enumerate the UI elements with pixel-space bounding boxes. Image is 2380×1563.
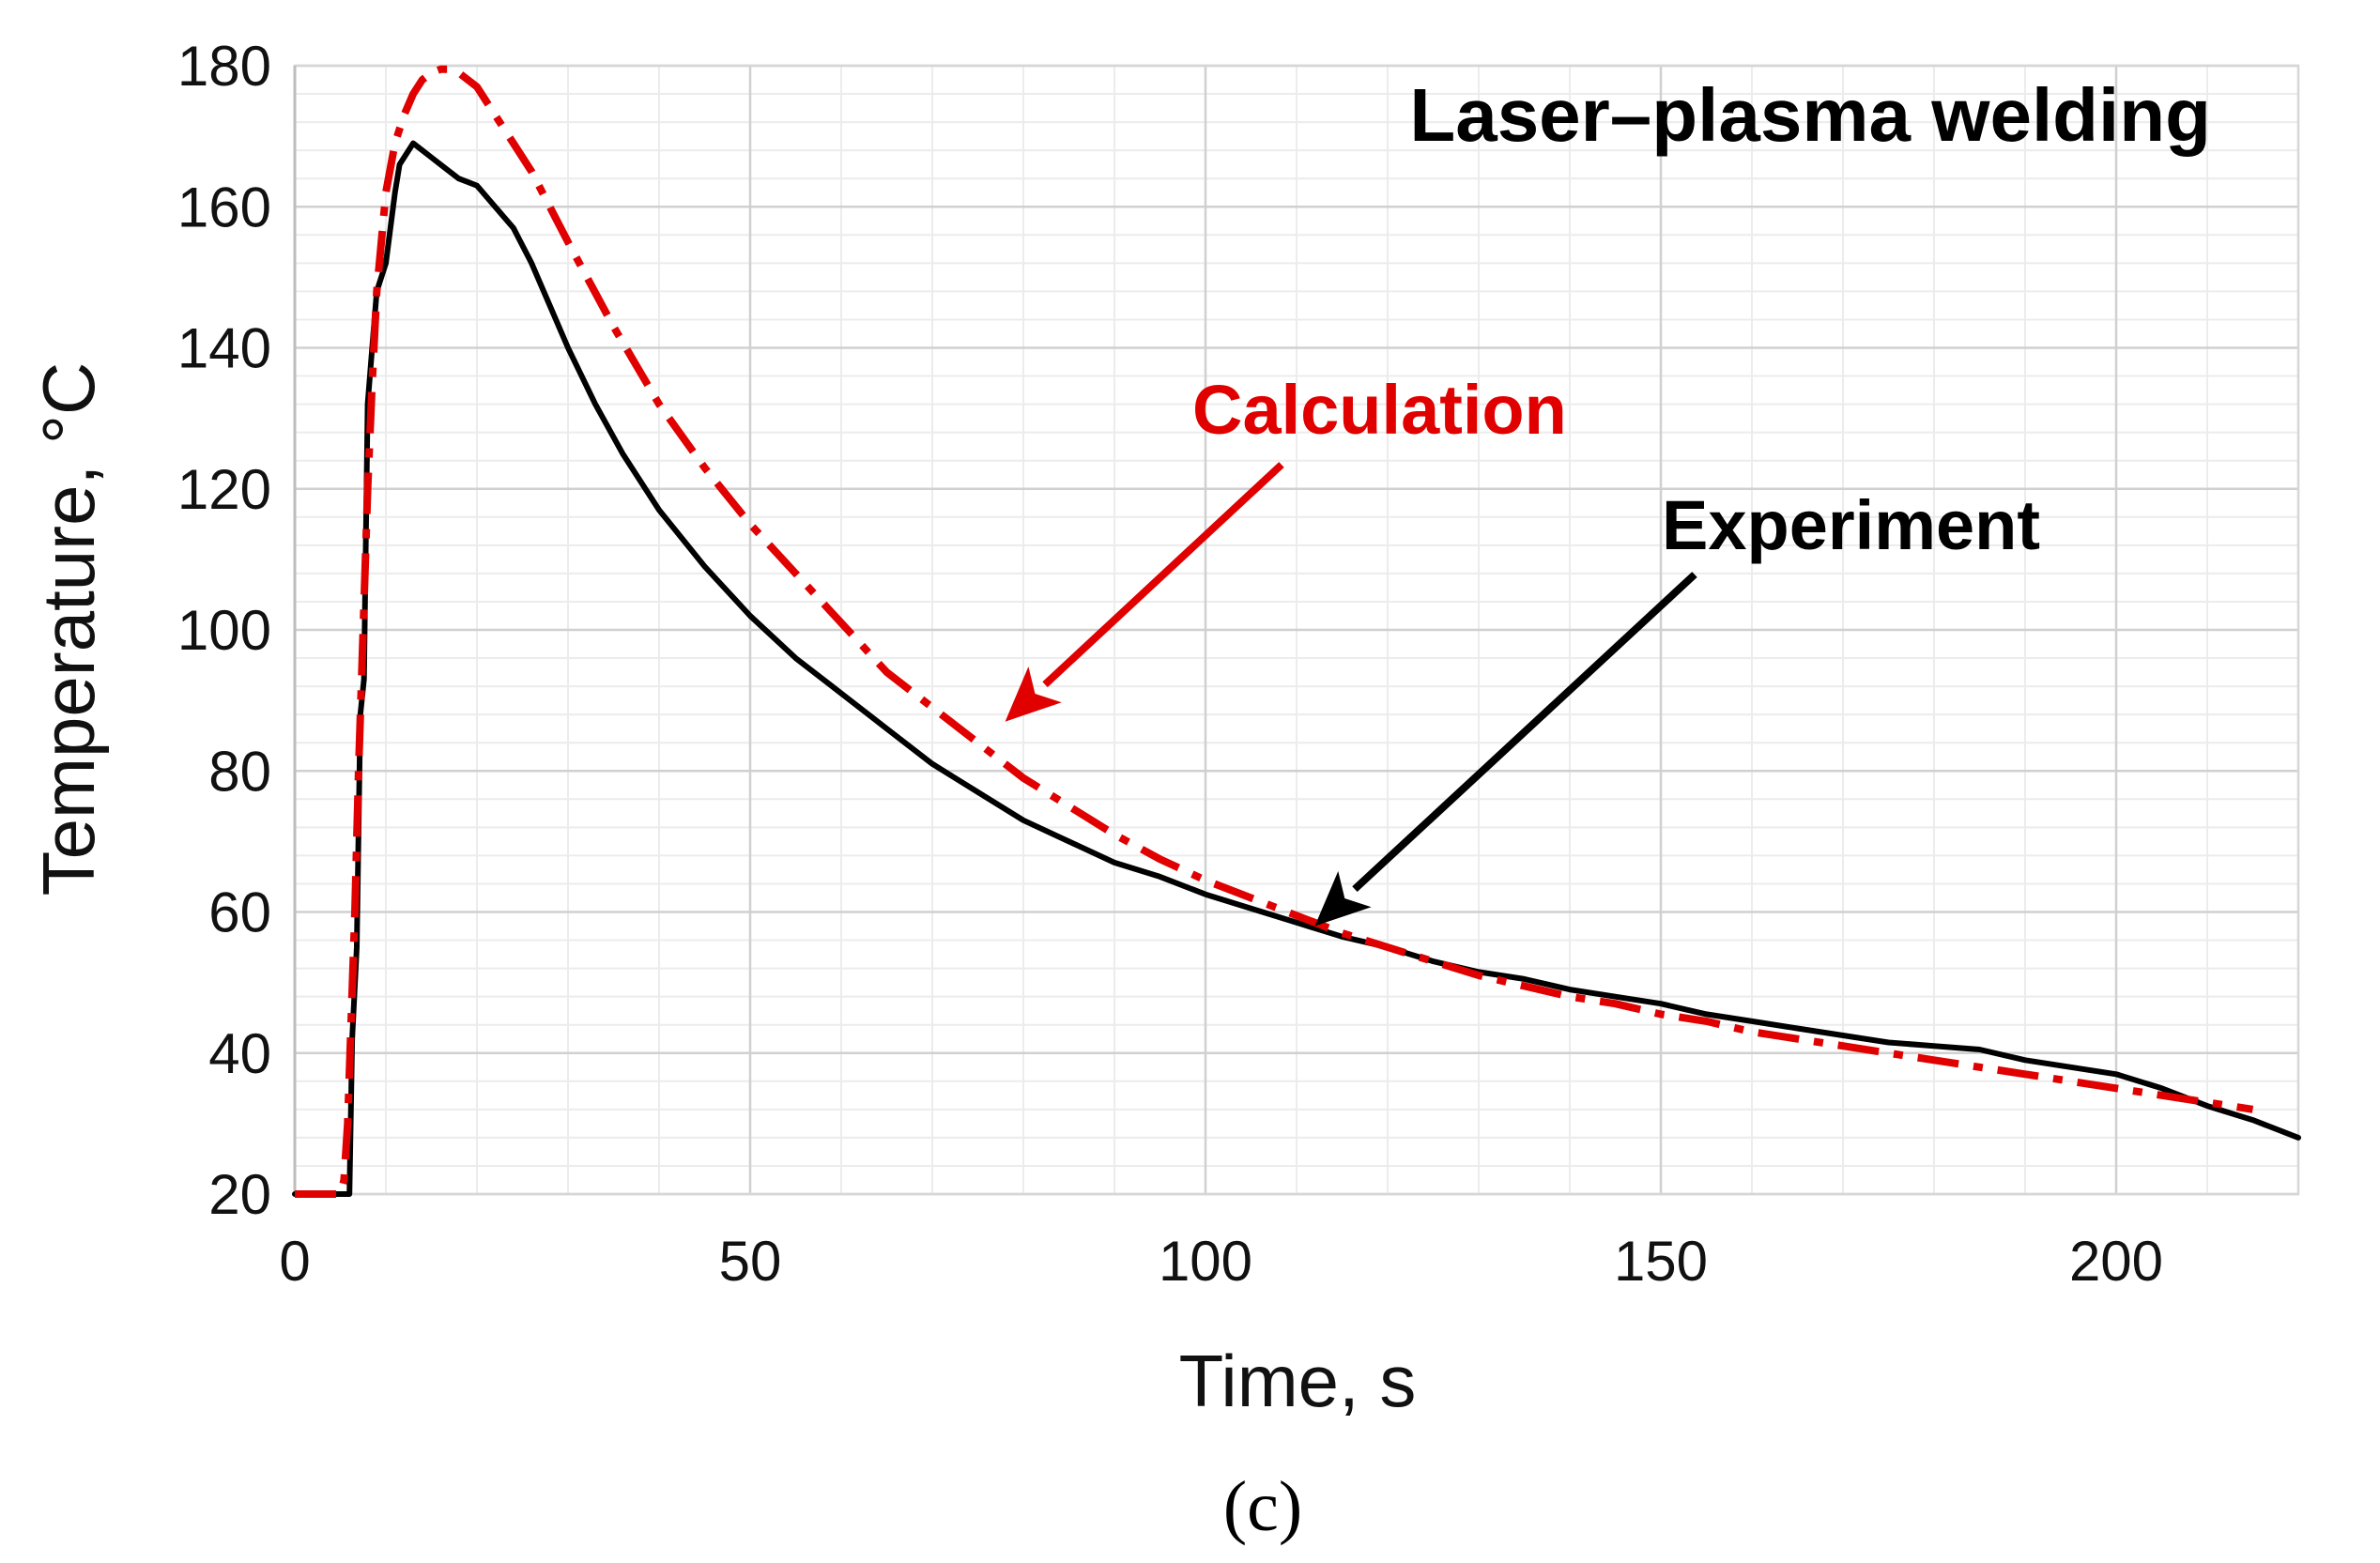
x-tick-label: 200 (2069, 1230, 2163, 1293)
annotation-arrow-calculation (1042, 462, 1284, 688)
x-tick-label: 50 (719, 1230, 782, 1293)
x-tick-label: 150 (1614, 1230, 1708, 1293)
figure-caption: (c) (1223, 1467, 1302, 1546)
y-axis-title: Temperature, °C (27, 362, 110, 896)
y-tick-label: 180 (177, 35, 271, 98)
y-tick-label: 40 (208, 1022, 271, 1085)
y-tick-label: 20 (208, 1163, 271, 1226)
y-tick-label: 140 (177, 317, 271, 380)
annotation-arrowhead-experiment (1314, 871, 1372, 927)
series-layer (292, 65, 2301, 1198)
series-line-experiment (292, 140, 2301, 1197)
y-tick-label: 60 (208, 881, 271, 944)
annotation-layer: Calculation Experiment (1005, 371, 2040, 927)
y-tick-label: 80 (208, 740, 271, 803)
y-tick-label: 100 (177, 599, 271, 662)
y-axis-ticks: 20 40 60 80 100 120 140 160 180 (177, 35, 271, 1226)
x-axis-title: Time, s (1179, 1340, 1417, 1422)
plot-frame (293, 64, 2300, 1196)
y-tick-label: 120 (177, 458, 271, 521)
series-line-calculation (295, 65, 2254, 1198)
chart-title: Laser–plasma welding (1409, 73, 2211, 157)
annotation-arrow-experiment (1352, 572, 1697, 893)
y-tick-label: 160 (177, 176, 271, 238)
annotation-arrowhead-calculation (1005, 667, 1062, 722)
x-axis-ticks: 0 50 100 150 200 (279, 1230, 2163, 1293)
annotation-label-calculation: Calculation (1192, 371, 1567, 449)
annotation-label-experiment: Experiment (1662, 486, 2040, 564)
x-tick-label: 0 (279, 1230, 310, 1293)
x-tick-label: 100 (1159, 1230, 1252, 1293)
